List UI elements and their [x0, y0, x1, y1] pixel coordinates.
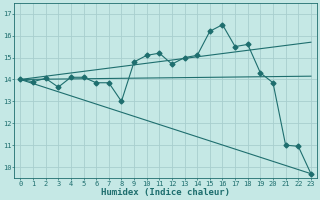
X-axis label: Humidex (Indice chaleur): Humidex (Indice chaleur): [101, 188, 230, 197]
